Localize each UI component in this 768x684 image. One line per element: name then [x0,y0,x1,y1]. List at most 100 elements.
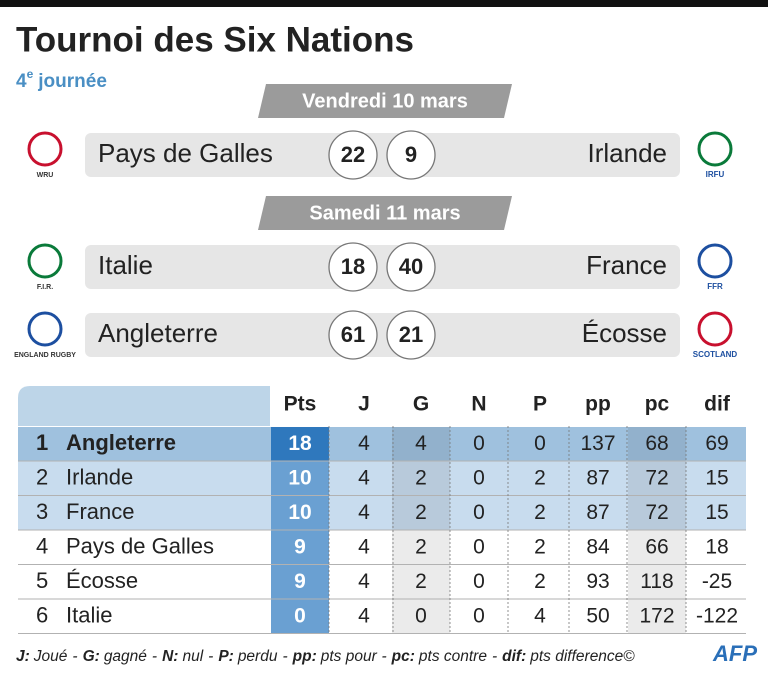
cell: 4 [358,466,370,489]
score-circle [328,242,378,292]
cell: 4 [358,501,370,524]
cell: 0 [473,432,485,455]
rank: 3 [36,499,48,524]
pts-cell [271,461,329,495]
separator: - [381,648,386,665]
cell: 2 [415,535,427,558]
day-banner [258,196,512,230]
legend-key: pp: [292,648,317,665]
cell: 9 [294,535,306,558]
legend-text: nul [182,648,203,665]
separator: - [208,648,213,665]
team: Italie [66,603,112,628]
pts-cell [271,530,329,564]
score: 18 [341,254,365,279]
subtitle-number: 4 [16,71,27,92]
cell: 68 [645,432,668,455]
away-logo [697,131,733,167]
away-logo [697,311,733,347]
column-header: Pts [284,393,317,416]
rank: 5 [36,568,48,593]
legend-note: J: Joué - G: gagné - N: nul - P: perdu - pp: pts pour… [16,648,635,665]
cell: 172 [639,604,674,627]
cell: 0 [473,466,485,489]
home-team: Pays de Galles [98,138,273,168]
cell: 18 [288,432,312,455]
cell: 2 [534,570,546,593]
top-bar [0,0,768,7]
cell: 4 [358,432,370,455]
cell: 2 [415,570,427,593]
cell: 18 [705,535,728,558]
rank: 6 [36,603,48,628]
rank: 1 [36,430,48,455]
cell: 0 [415,604,427,627]
cell: 0 [473,535,485,558]
row-bg [18,496,746,530]
home-logo [27,243,63,279]
day-label: Vendredi 10 mars [302,90,468,112]
pts-cell [271,599,329,633]
cell: 0 [473,604,485,627]
team: Irlande [66,465,133,490]
cell: 2 [534,466,546,489]
score-circle [386,130,436,180]
legend-key: G: [83,648,100,665]
cell: 72 [645,466,668,489]
cell: 4 [358,535,370,558]
cell: 4 [534,604,546,627]
column-shade [628,461,686,495]
credit: AFP [712,641,757,666]
legend-text: pts pour [320,648,378,665]
away-logo-text: IRFU [706,170,725,179]
score: 21 [399,322,423,347]
away-logo-text: SCOTLAND [693,350,738,359]
column-shade [392,565,450,599]
legend-text: pts contre [418,648,487,665]
column-header: P [533,393,547,416]
column-header: J [358,393,370,416]
column-header: pc [645,393,670,416]
row-bg [18,427,746,461]
match-bar [85,245,680,289]
column-header: pp [585,393,611,416]
legend-text: gagné [104,648,147,665]
cell: 118 [640,570,673,593]
match-bar [85,133,680,177]
cell: 4 [415,432,427,455]
copyright: © [623,648,635,665]
day-label: Samedi 11 mars [309,202,460,224]
team: France [66,499,134,524]
legend-text: pts difference [529,648,623,665]
away-team: France [586,250,667,280]
cell: 2 [415,466,427,489]
score-circle [386,310,436,360]
cell: -25 [702,570,732,593]
home-team: Angleterre [98,318,218,348]
legend-key: N: [162,648,178,665]
away-logo-text: FFR [707,282,723,291]
legend-key: pc: [391,648,415,665]
column-shade [628,530,686,564]
rank: 2 [36,465,48,490]
cell: 15 [705,501,728,524]
row-bg [18,565,746,599]
home-logo-text: ENGLAND RUGBY [14,352,76,359]
cell: 0 [534,432,546,455]
table-header-bar [18,386,270,426]
cell: 9 [294,570,306,593]
column-shade [392,461,450,495]
cell: 4 [358,604,370,627]
column-shade [628,496,686,530]
column-shade [628,599,686,633]
pts-cell [271,565,329,599]
cell: 0 [473,570,485,593]
separator: - [152,648,157,665]
cell: 69 [705,432,728,455]
day-banner [258,84,512,118]
cell: 2 [534,501,546,524]
cell: 15 [705,466,728,489]
score: 61 [341,322,365,347]
column-shade [392,599,450,633]
column-header: N [471,393,486,416]
